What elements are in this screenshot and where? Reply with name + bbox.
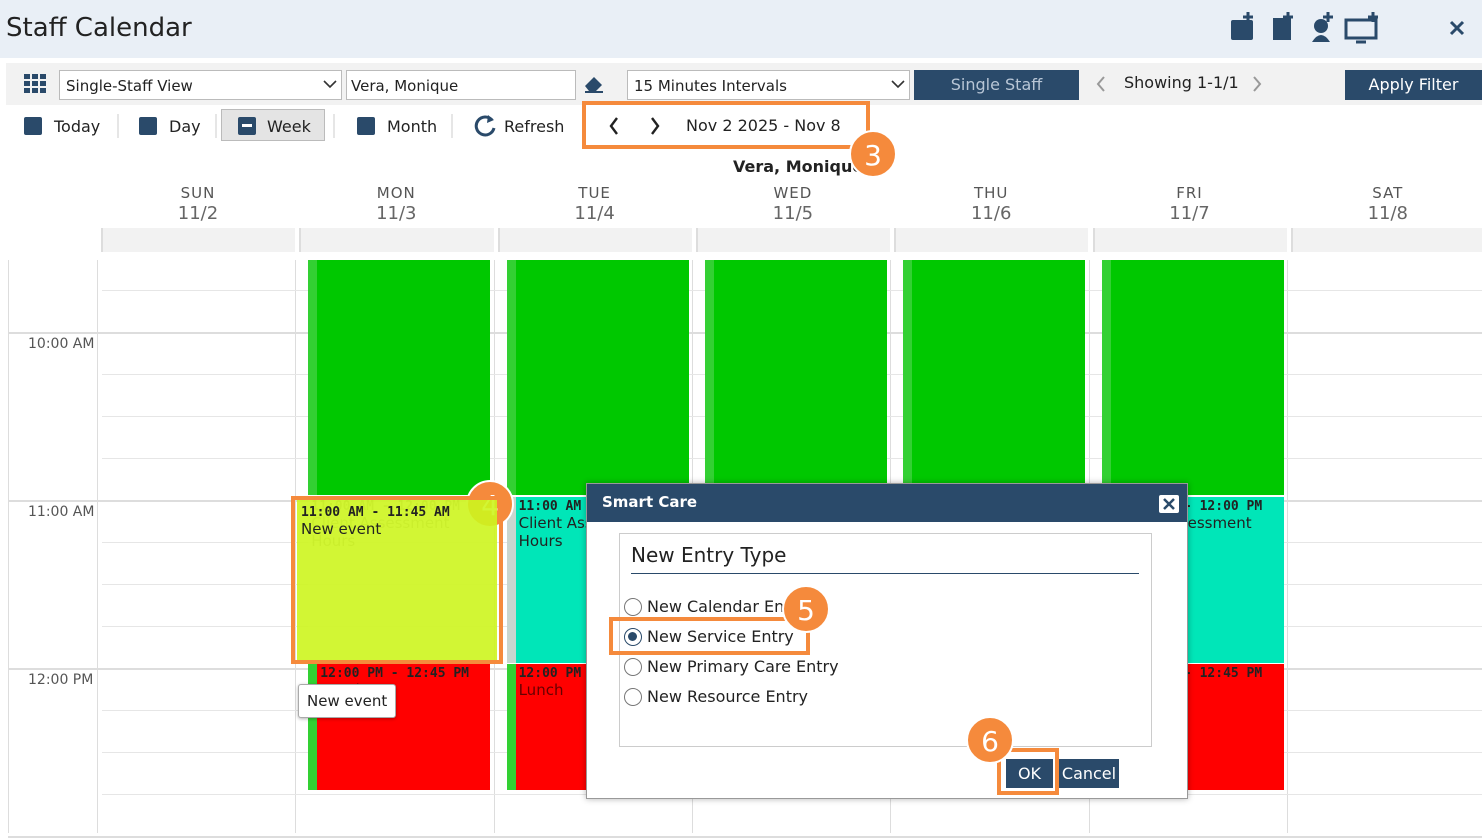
showing-text: Showing 1-1/1	[1124, 73, 1239, 92]
event-time: 12:00 PM - 12:45 PM	[320, 666, 470, 681]
event-title: Lunch	[518, 681, 564, 699]
page-arrows[interactable]	[1094, 76, 1264, 92]
day-date: 11/2	[177, 203, 219, 224]
callout-box	[582, 101, 870, 149]
heading-rule	[631, 573, 1139, 574]
day-header-cell	[299, 228, 494, 252]
callout-number: 5	[782, 585, 830, 633]
time-label: 12:00 PM	[28, 672, 94, 688]
view-select[interactable]: Single-Staff View	[59, 70, 342, 100]
day-name: THU	[973, 184, 1009, 202]
apply-filter-button[interactable]: Apply Filter	[1345, 70, 1482, 100]
header-icons	[1231, 12, 1465, 44]
day-name: SAT	[1372, 184, 1404, 202]
interval-select[interactable]: 15 Minutes Intervals	[627, 70, 910, 100]
day-header-cell	[101, 228, 296, 252]
new-event: 11:00 AM - 11:45 AM New event	[297, 497, 497, 662]
page-title: Staff Calendar	[6, 13, 192, 43]
interval-text: 15 Minutes Intervals	[634, 77, 787, 95]
select-carets	[323, 80, 905, 89]
callout-box	[291, 496, 503, 664]
day-header-cell	[695, 228, 891, 252]
day-column-line	[295, 260, 297, 833]
callout-box	[609, 617, 810, 655]
radio[interactable]	[624, 688, 642, 706]
busy-block	[1101, 260, 1284, 495]
busy-block	[704, 260, 887, 495]
staff-text: Vera, Monique	[351, 77, 459, 95]
dialog-title: Smart Care	[602, 493, 698, 511]
single-staff-button[interactable]: Single Staff	[914, 70, 1079, 100]
callout-number: 6	[966, 716, 1014, 764]
entry-panel	[619, 533, 1152, 747]
day-button[interactable]: Day	[169, 117, 201, 136]
day-date: 11/5	[772, 203, 814, 224]
day-date: 11/3	[376, 203, 417, 224]
radio[interactable]	[624, 658, 642, 676]
radio-dot	[628, 632, 637, 641]
dialog: Smart Care New Entry Type New Calendar E…	[586, 483, 1188, 799]
new-event-time: 11:00 AM - 11:45 AM	[301, 505, 450, 520]
day-name: SUN	[180, 184, 216, 202]
day-header-cell	[1092, 228, 1287, 252]
entry-option: New Primary Care Entry	[647, 657, 839, 676]
tooltip: New event	[298, 684, 397, 718]
day-name: MON	[376, 184, 416, 202]
time-column-line	[8, 260, 9, 833]
time-label: 11:00 AM	[28, 504, 95, 520]
staff-name: Vera, Monique	[733, 157, 864, 176]
grid-icon[interactable]	[24, 74, 46, 94]
dialog-close[interactable]	[1159, 495, 1179, 513]
day-date: 11/8	[1367, 203, 1408, 224]
day-header-cell	[894, 228, 1089, 252]
time-label: 10:00 AM	[28, 336, 95, 352]
day-name: FRI	[1176, 184, 1203, 202]
busy-block	[506, 260, 689, 495]
date-range: Nov 2 2025 - Nov 8	[686, 116, 841, 135]
day-name: TUE	[578, 184, 611, 202]
radio[interactable]	[624, 598, 642, 616]
cancel-button[interactable]: Cancel	[1059, 759, 1119, 788]
busy-block	[308, 260, 491, 495]
day-date: 11/6	[970, 203, 1012, 224]
callout-number: 3	[849, 130, 897, 178]
radio[interactable]	[624, 628, 642, 646]
staff-input[interactable]: Vera, Monique	[346, 70, 576, 100]
today-button[interactable]: Today	[54, 117, 101, 136]
day-header-cell	[1290, 228, 1482, 252]
day-date: 11/7	[1169, 203, 1210, 224]
refresh-button[interactable]: Refresh	[504, 117, 565, 136]
range-arrows[interactable]	[604, 116, 664, 136]
eraser-icon[interactable]	[583, 74, 605, 94]
entry-option: New Resource Entry	[647, 687, 809, 706]
month-button[interactable]: Month	[387, 117, 438, 136]
day-header-cell	[497, 228, 692, 252]
day-column-line	[1286, 260, 1288, 833]
day-date: 11/4	[574, 203, 615, 224]
day-name: WED	[773, 184, 813, 202]
view-text: Single-Staff View	[66, 77, 193, 95]
week-button[interactable]: Week	[267, 117, 311, 136]
new-event-title: New event	[301, 520, 382, 538]
week-icon	[238, 117, 256, 135]
callout-box	[997, 748, 1059, 795]
busy-block	[903, 260, 1086, 495]
event-detail: Hours	[518, 532, 563, 550]
entry-option: New Calendar Entry	[647, 597, 807, 616]
entry-option: New Service Entry	[647, 627, 794, 646]
dialog-titlebar	[587, 484, 1187, 522]
day-column-line	[97, 260, 98, 833]
entry-heading: New Entry Type	[631, 543, 787, 567]
ok-button[interactable]: OK	[1006, 759, 1053, 788]
